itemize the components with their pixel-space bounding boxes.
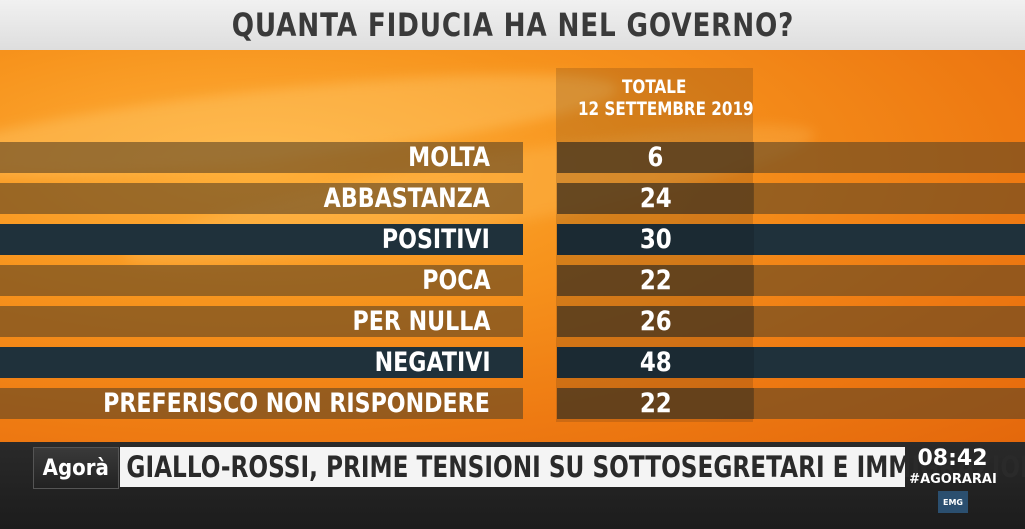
column-header-line2: 12 SETTEMBRE 2019 [577, 98, 754, 120]
row-label-cell: POSITIVI [0, 224, 523, 255]
row-label-cell: MOLTA [0, 142, 523, 173]
column-header: TOTALE 12 SETTEMBRE 2019 [556, 76, 754, 120]
row-value: 22 [639, 265, 672, 296]
row-label-cell: ABBASTANZA [0, 183, 523, 214]
agora-logo: Agorà [33, 447, 119, 489]
table-row: PREFERISCO NON RISPONDERE 22 [0, 388, 1025, 419]
logo-text: Agorà [42, 455, 110, 481]
row-label: POCA [421, 265, 491, 296]
row-label: MOLTA [408, 142, 491, 173]
row-value: 6 [647, 142, 664, 173]
row-label: POSITIVI [382, 224, 491, 255]
title-bar: QUANTA FIDUCIA HA NEL GOVERNO? [0, 0, 1025, 50]
row-tail [754, 183, 1025, 214]
headline-bar: GIALLO-ROSSI, PRIME TENSIONI SU SOTTOSEG… [120, 447, 1025, 487]
table-row: MOLTA 6 [0, 142, 1025, 173]
row-tail [754, 306, 1025, 337]
row-value: 30 [639, 224, 672, 255]
row-tail [754, 142, 1025, 173]
clock: 08:42 [917, 446, 988, 471]
row-tail [754, 347, 1025, 378]
row-label: NEGATIVI [374, 347, 491, 378]
row-label-cell: POCA [0, 265, 523, 296]
table-row: POSITIVI 30 [0, 224, 1025, 255]
table-row: NEGATIVI 48 [0, 347, 1025, 378]
row-label-cell: PER NULLA [0, 306, 523, 337]
row-label: PER NULLA [352, 306, 491, 337]
column-header-line1: TOTALE [622, 76, 687, 98]
row-value: 24 [639, 183, 672, 214]
row-tail [754, 224, 1025, 255]
emg-badge: EMG [938, 491, 968, 513]
row-value-cell: 24 [557, 183, 754, 214]
row-label: PREFERISCO NON RISPONDERE [103, 388, 491, 419]
row-label-cell: PREFERISCO NON RISPONDERE [0, 388, 523, 419]
table-row: PER NULLA 26 [0, 306, 1025, 337]
headline-text: GIALLO-ROSSI, PRIME TENSIONI SU SOTTOSEG… [126, 450, 1025, 484]
table-row: ABBASTANZA 24 [0, 183, 1025, 214]
row-tail [754, 265, 1025, 296]
row-tail [754, 388, 1025, 419]
row-label-cell: NEGATIVI [0, 347, 523, 378]
row-value-cell: 30 [557, 224, 754, 255]
row-value-cell: 48 [557, 347, 754, 378]
row-value-cell: 22 [557, 265, 754, 296]
row-value-cell: 6 [557, 142, 754, 173]
row-value: 48 [639, 347, 672, 378]
row-value: 22 [639, 388, 672, 419]
poll-table: TOTALE 12 SETTEMBRE 2019 MOLTA 6 ABBASTANZ… [0, 50, 1025, 442]
row-value: 26 [639, 306, 672, 337]
hashtag: #AGORARAI [909, 472, 997, 487]
chart-title: QUANTA FIDUCIA HA NEL GOVERNO? [231, 6, 794, 44]
row-value-cell: 22 [557, 388, 754, 419]
row-label: ABBASTANZA [323, 183, 491, 214]
table-row: POCA 22 [0, 265, 1025, 296]
row-value-cell: 26 [557, 306, 754, 337]
